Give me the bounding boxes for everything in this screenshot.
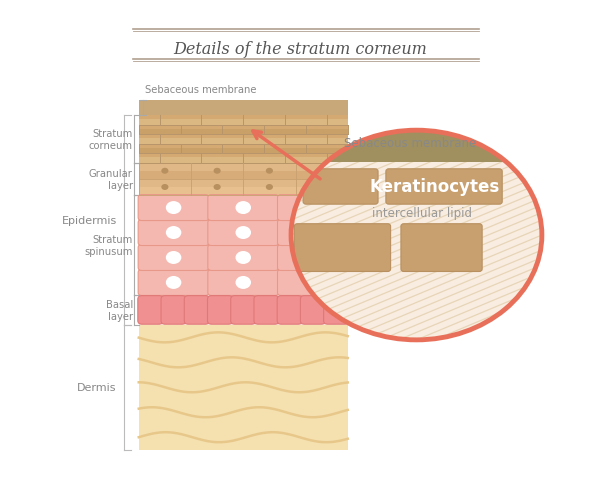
Circle shape xyxy=(291,131,542,340)
Circle shape xyxy=(235,226,251,239)
FancyBboxPatch shape xyxy=(138,220,209,246)
Circle shape xyxy=(166,252,181,265)
Circle shape xyxy=(305,277,321,290)
Bar xyxy=(139,158,348,163)
Circle shape xyxy=(166,226,181,239)
Bar xyxy=(139,139,348,144)
FancyBboxPatch shape xyxy=(323,296,349,325)
FancyBboxPatch shape xyxy=(301,296,325,325)
Bar xyxy=(139,325,348,450)
FancyBboxPatch shape xyxy=(401,224,482,272)
Circle shape xyxy=(266,184,273,190)
FancyBboxPatch shape xyxy=(161,296,186,325)
Text: Granular
layer: Granular layer xyxy=(89,169,133,190)
Text: Keratinocytes: Keratinocytes xyxy=(369,178,499,196)
FancyBboxPatch shape xyxy=(138,296,163,325)
Text: Basal
layer: Basal layer xyxy=(106,300,133,321)
FancyBboxPatch shape xyxy=(277,296,302,325)
Text: Details of the stratum corneum: Details of the stratum corneum xyxy=(173,41,427,58)
Circle shape xyxy=(318,184,325,190)
Bar xyxy=(291,131,542,162)
Circle shape xyxy=(235,277,251,290)
Bar xyxy=(139,130,348,135)
FancyBboxPatch shape xyxy=(138,270,209,296)
FancyBboxPatch shape xyxy=(278,220,349,246)
Bar xyxy=(139,101,348,116)
Circle shape xyxy=(235,202,251,214)
FancyBboxPatch shape xyxy=(138,195,209,221)
Bar xyxy=(139,296,348,325)
Text: Sebaceous membrane: Sebaceous membrane xyxy=(145,85,256,95)
FancyBboxPatch shape xyxy=(208,195,278,221)
Text: Epidermis: Epidermis xyxy=(61,215,116,225)
Circle shape xyxy=(161,184,169,190)
Circle shape xyxy=(235,252,251,265)
Text: Stratum
spinusum: Stratum spinusum xyxy=(85,235,133,257)
Circle shape xyxy=(166,277,181,290)
FancyBboxPatch shape xyxy=(295,224,391,272)
Bar xyxy=(139,163,348,196)
FancyBboxPatch shape xyxy=(303,169,378,205)
Circle shape xyxy=(305,252,321,265)
Circle shape xyxy=(214,168,221,174)
Bar xyxy=(139,196,348,296)
Circle shape xyxy=(166,202,181,214)
FancyBboxPatch shape xyxy=(208,245,278,271)
Circle shape xyxy=(214,184,221,190)
Bar xyxy=(139,187,348,196)
Circle shape xyxy=(318,168,325,174)
Bar xyxy=(139,116,348,163)
FancyBboxPatch shape xyxy=(208,296,233,325)
Text: Stratum
corneum: Stratum corneum xyxy=(89,129,133,150)
FancyBboxPatch shape xyxy=(386,169,502,205)
Text: Sebaceous membrane: Sebaceous membrane xyxy=(344,137,476,150)
FancyBboxPatch shape xyxy=(138,245,209,271)
FancyBboxPatch shape xyxy=(208,270,278,296)
FancyBboxPatch shape xyxy=(231,296,256,325)
Circle shape xyxy=(305,226,321,239)
FancyBboxPatch shape xyxy=(208,220,278,246)
FancyBboxPatch shape xyxy=(278,270,349,296)
Text: Dermis: Dermis xyxy=(77,383,116,392)
Circle shape xyxy=(266,168,273,174)
Text: intercellular lipid: intercellular lipid xyxy=(373,206,472,219)
FancyBboxPatch shape xyxy=(254,296,279,325)
FancyBboxPatch shape xyxy=(278,195,349,221)
Bar xyxy=(139,149,348,154)
Bar xyxy=(139,171,348,179)
FancyBboxPatch shape xyxy=(184,296,209,325)
Circle shape xyxy=(305,202,321,214)
FancyBboxPatch shape xyxy=(278,245,349,271)
Bar xyxy=(139,120,348,125)
Circle shape xyxy=(161,168,169,174)
